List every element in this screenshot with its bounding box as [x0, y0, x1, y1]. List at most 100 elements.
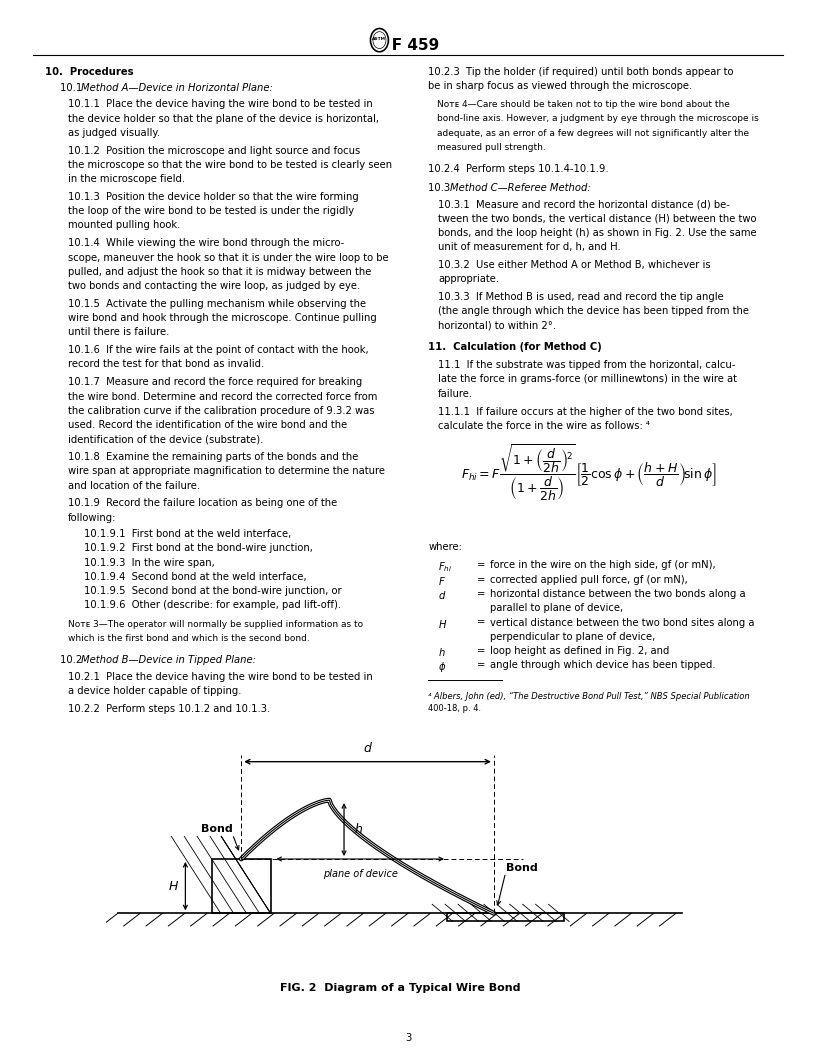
Text: =: =	[477, 561, 486, 570]
Text: parallel to plane of device,: parallel to plane of device,	[490, 603, 623, 614]
Text: 10.1.9.3  In the wire span,: 10.1.9.3 In the wire span,	[84, 558, 215, 568]
Text: =: =	[477, 618, 486, 627]
Text: following:: following:	[68, 513, 116, 523]
Text: a device holder capable of tipping.: a device holder capable of tipping.	[68, 686, 242, 696]
Text: appropriate.: appropriate.	[438, 274, 499, 284]
Text: 10.1.9.6  Other (describe: for example, pad lift-off).: 10.1.9.6 Other (describe: for example, p…	[84, 601, 341, 610]
Text: 10.2.1  Place the device having the wire bond to be tested in: 10.2.1 Place the device having the wire …	[68, 672, 372, 682]
Text: 10.3.2  Use either Method A or Method B, whichever is: 10.3.2 Use either Method A or Method B, …	[438, 260, 711, 269]
Text: $F_{hi} = F\dfrac{\sqrt{1+\left(\dfrac{d}{2h}\right)^{\!2}}}{\left(1+\dfrac{d}{2: $F_{hi} = F\dfrac{\sqrt{1+\left(\dfrac{d…	[461, 442, 717, 503]
Circle shape	[373, 32, 386, 49]
Text: 10.1.5  Activate the pulling mechanism while observing the: 10.1.5 Activate the pulling mechanism wh…	[68, 299, 366, 309]
Text: measured pull strength.: measured pull strength.	[437, 143, 545, 152]
Text: scope, maneuver the hook so that it is under the wire loop to be: scope, maneuver the hook so that it is u…	[68, 252, 388, 263]
Text: 10.  Procedures: 10. Procedures	[45, 67, 133, 76]
Text: where:: where:	[428, 542, 463, 552]
Text: d: d	[364, 742, 371, 755]
Text: used. Record the identification of the wire bond and the: used. Record the identification of the w…	[68, 420, 347, 430]
Text: in the microscope field.: in the microscope field.	[68, 174, 185, 184]
Text: $F$: $F$	[438, 574, 446, 587]
Text: 10.2.2  Perform steps 10.1.2 and 10.1.3.: 10.2.2 Perform steps 10.1.2 and 10.1.3.	[68, 703, 270, 714]
Text: force in the wire on the high side, gf (or mN),: force in the wire on the high side, gf (…	[490, 561, 716, 570]
Text: 10.2.3  Tip the holder (if required) until both bonds appear to: 10.2.3 Tip the holder (if required) unti…	[428, 67, 734, 76]
Text: bond-line axis. However, a judgment by eye through the microscope is: bond-line axis. However, a judgment by e…	[437, 114, 758, 124]
Text: 10.1.4  While viewing the wire bond through the micro-: 10.1.4 While viewing the wire bond throu…	[68, 239, 344, 248]
Text: as judged visually.: as judged visually.	[68, 128, 160, 138]
Text: =: =	[477, 589, 486, 599]
Text: 10.1.6  If the wire fails at the point of contact with the hook,: 10.1.6 If the wire fails at the point of…	[68, 345, 368, 355]
Text: 11.1.1  If failure occurs at the higher of the two bond sites,: 11.1.1 If failure occurs at the higher o…	[438, 407, 733, 416]
Text: 400-18, p. 4.: 400-18, p. 4.	[428, 704, 481, 714]
Text: pulled, and adjust the hook so that it is midway between the: pulled, and adjust the hook so that it i…	[68, 267, 371, 277]
Text: angle through which device has been tipped.: angle through which device has been tipp…	[490, 660, 716, 671]
Text: the microscope so that the wire bond to be tested is clearly seen: the microscope so that the wire bond to …	[68, 159, 392, 170]
Text: (the angle through which the device has been tipped from the: (the angle through which the device has …	[438, 306, 749, 316]
Text: Nᴏᴛᴇ 4—Care should be taken not to tip the wire bond about the: Nᴏᴛᴇ 4—Care should be taken not to tip t…	[437, 100, 730, 109]
Text: unit of measurement for d, h, and H.: unit of measurement for d, h, and H.	[438, 242, 621, 252]
Text: H: H	[169, 880, 179, 892]
Text: 10.3.1  Measure and record the horizontal distance (d) be-: 10.3.1 Measure and record the horizontal…	[438, 200, 730, 209]
Text: tween the two bonds, the vertical distance (H) between the two: tween the two bonds, the vertical distan…	[438, 213, 756, 224]
Text: perpendicular to plane of device,: perpendicular to plane of device,	[490, 631, 655, 642]
Text: F 459: F 459	[376, 38, 440, 53]
Text: 10.3.3  If Method B is used, read and record the tip angle: 10.3.3 If Method B is used, read and rec…	[438, 291, 724, 302]
Text: 3: 3	[405, 1033, 411, 1042]
Text: 10.3: 10.3	[428, 183, 457, 192]
Text: record the test for that bond as invalid.: record the test for that bond as invalid…	[68, 359, 264, 370]
Text: Nᴏᴛᴇ 3—The operator will normally be supplied information as to: Nᴏᴛᴇ 3—The operator will normally be sup…	[68, 620, 363, 628]
Bar	[212, 859, 271, 913]
Text: $h$: $h$	[438, 646, 446, 658]
Text: corrected applied pull force, gf (or mN),: corrected applied pull force, gf (or mN)…	[490, 574, 687, 585]
Text: the loop of the wire bond to be tested is under the rigidly: the loop of the wire bond to be tested i…	[68, 206, 354, 216]
Text: 10.2: 10.2	[60, 656, 88, 665]
Text: adequate, as an error of a few degrees will not significantly alter the: adequate, as an error of a few degrees w…	[437, 129, 749, 137]
Text: 10.1.7  Measure and record the force required for breaking: 10.1.7 Measure and record the force requ…	[68, 377, 362, 388]
Text: mounted pulling hook.: mounted pulling hook.	[68, 221, 180, 230]
Text: loop height as defined in Fig. 2, and: loop height as defined in Fig. 2, and	[490, 646, 669, 656]
Text: late the force in grams-force (or millinewtons) in the wire at: late the force in grams-force (or millin…	[438, 375, 737, 384]
Text: the calibration curve if the calibration procedure of 9.3.2 was: the calibration curve if the calibration…	[68, 406, 375, 416]
Text: $d$: $d$	[438, 589, 446, 601]
Text: calculate the force in the wire as follows: ⁴: calculate the force in the wire as follo…	[438, 420, 650, 431]
Text: 11.  Calculation (for Method C): 11. Calculation (for Method C)	[428, 342, 602, 352]
Text: 10.1.9.4  Second bond at the weld interface,: 10.1.9.4 Second bond at the weld interfa…	[84, 572, 307, 582]
Text: failure.: failure.	[438, 389, 473, 399]
Text: Bond: Bond	[506, 863, 538, 872]
Text: 10.1.8  Examine the remaining parts of the bonds and the: 10.1.8 Examine the remaining parts of th…	[68, 452, 358, 463]
Text: until there is failure.: until there is failure.	[68, 327, 169, 338]
Text: 10.2.4  Perform steps 10.1.4-10.1.9.: 10.2.4 Perform steps 10.1.4-10.1.9.	[428, 164, 609, 174]
Text: wire bond and hook through the microscope. Continue pulling: wire bond and hook through the microscop…	[68, 314, 376, 323]
Text: 10.1.9.5  Second bond at the bond-wire junction, or: 10.1.9.5 Second bond at the bond-wire ju…	[84, 586, 342, 597]
Text: ⁴ Albers, John (ed), “The Destructive Bond Pull Test,” NBS Special Publication: ⁴ Albers, John (ed), “The Destructive Bo…	[428, 692, 750, 700]
Text: which is the first bond and which is the second bond.: which is the first bond and which is the…	[68, 634, 309, 643]
Text: FIG. 2  Diagram of a Typical Wire Bond: FIG. 2 Diagram of a Typical Wire Bond	[280, 983, 520, 994]
Text: and location of the failure.: and location of the failure.	[68, 480, 200, 491]
Text: plane of device: plane of device	[323, 869, 397, 879]
Text: 10.1.2  Position the microscope and light source and focus: 10.1.2 Position the microscope and light…	[68, 146, 360, 155]
Text: ASTM: ASTM	[372, 37, 387, 41]
Text: =: =	[477, 660, 486, 671]
Text: =: =	[477, 646, 486, 656]
Text: bonds, and the loop height (h) as shown in Fig. 2. Use the same: bonds, and the loop height (h) as shown …	[438, 228, 756, 238]
Text: $H$: $H$	[438, 618, 447, 629]
Text: be in sharp focus as viewed through the microscope.: be in sharp focus as viewed through the …	[428, 80, 693, 91]
Text: identification of the device (substrate).: identification of the device (substrate)…	[68, 434, 263, 445]
Text: 10.1.1  Place the device having the wire bond to be tested in: 10.1.1 Place the device having the wire …	[68, 99, 372, 110]
Text: wire span at appropriate magnification to determine the nature: wire span at appropriate magnification t…	[68, 467, 384, 476]
Text: 11.1  If the substrate was tipped from the horizontal, calcu-: 11.1 If the substrate was tipped from th…	[438, 360, 735, 371]
Text: Method A—Device in Horizontal Plane:: Method A—Device in Horizontal Plane:	[81, 83, 273, 93]
Text: 10.1: 10.1	[60, 83, 90, 93]
Text: 10.1.9  Record the failure location as being one of the: 10.1.9 Record the failure location as be…	[68, 498, 337, 509]
Text: the device holder so that the plane of the device is horizontal,: the device holder so that the plane of t…	[68, 114, 379, 124]
Text: horizontal distance between the two bonds along a: horizontal distance between the two bond…	[490, 589, 745, 599]
Text: 10.1.9.1  First bond at the weld interface,: 10.1.9.1 First bond at the weld interfac…	[84, 529, 291, 540]
Text: $\phi$: $\phi$	[438, 660, 446, 675]
Text: 10.1.3  Position the device holder so that the wire forming: 10.1.3 Position the device holder so tha…	[68, 192, 358, 202]
Text: =: =	[477, 574, 486, 585]
Text: Method C—Referee Method:: Method C—Referee Method:	[450, 183, 590, 192]
Text: two bonds and contacting the wire loop, as judged by eye.: two bonds and contacting the wire loop, …	[68, 281, 360, 291]
Text: 10.1.9.2  First bond at the bond-wire junction,: 10.1.9.2 First bond at the bond-wire jun…	[84, 544, 313, 553]
Text: h: h	[355, 823, 362, 836]
Text: Bond: Bond	[201, 824, 233, 834]
Text: vertical distance between the two bond sites along a: vertical distance between the two bond s…	[490, 618, 754, 627]
